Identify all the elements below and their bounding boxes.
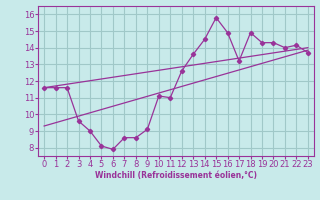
X-axis label: Windchill (Refroidissement éolien,°C): Windchill (Refroidissement éolien,°C) (95, 171, 257, 180)
